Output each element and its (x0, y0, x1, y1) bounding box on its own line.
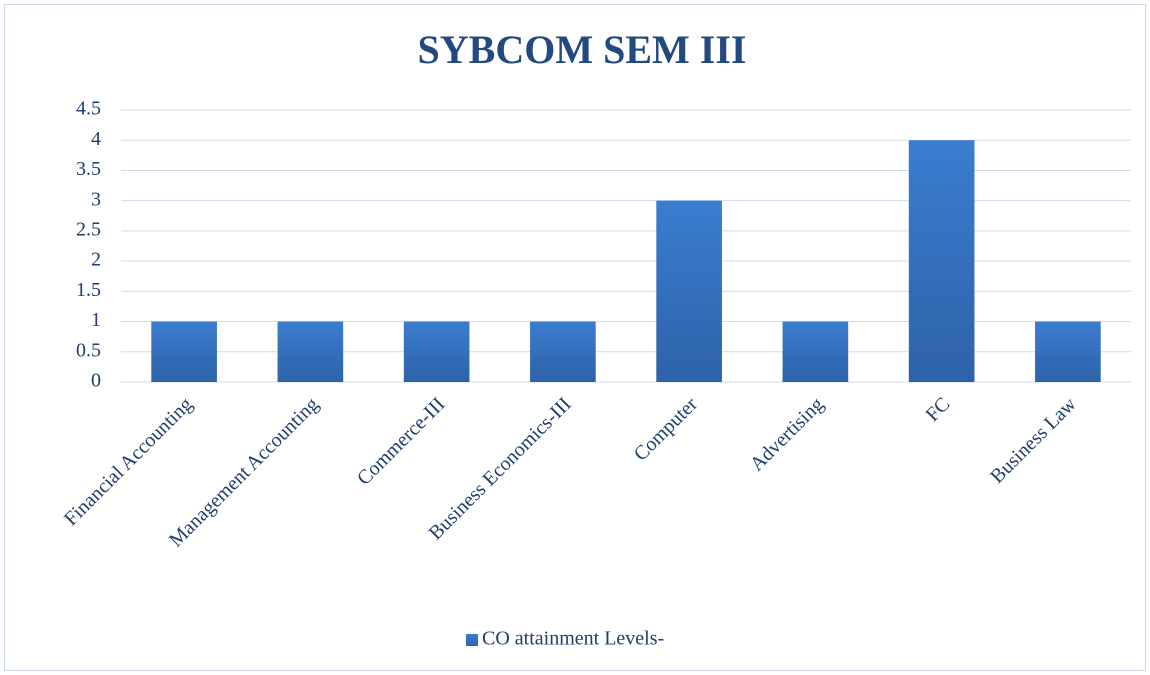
bar (908, 140, 975, 382)
bar (656, 200, 722, 382)
bar (782, 321, 849, 382)
y-tick-label: 2.5 (76, 218, 101, 240)
bar (403, 321, 470, 382)
y-tick-label: 3 (91, 188, 101, 210)
y-tick-label: 3.5 (76, 158, 101, 180)
legend-swatch (466, 634, 478, 646)
y-tick-label: 0 (91, 370, 101, 392)
bar (530, 321, 596, 382)
y-tick-label: 4.5 (76, 98, 101, 120)
y-tick-label: 1.5 (76, 279, 101, 301)
bar (1035, 321, 1101, 382)
y-tick-label: 2 (91, 249, 101, 271)
bar (277, 321, 344, 382)
y-tick-label: 1 (91, 309, 101, 331)
y-tick-label: 4 (91, 128, 101, 150)
y-tick-label: 0.5 (76, 339, 101, 361)
legend-label: CO attainment Levels- (482, 628, 664, 650)
bar (151, 321, 217, 382)
chart-title: SYBCOM SEM III (418, 27, 747, 72)
